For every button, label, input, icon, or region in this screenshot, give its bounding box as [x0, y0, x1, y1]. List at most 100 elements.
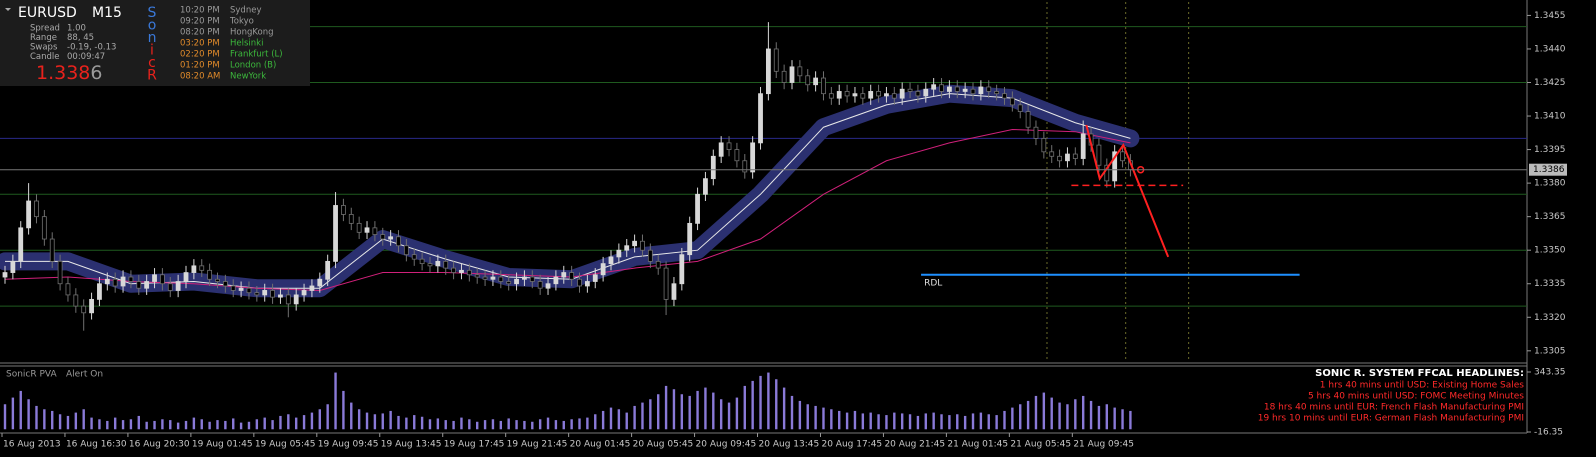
volume-bar: [704, 387, 707, 430]
info-value: 1.00: [67, 24, 86, 34]
volume-bar: [609, 407, 613, 430]
brand-letter: o: [148, 18, 157, 34]
alert-status: Alert On: [66, 370, 103, 380]
candle-body: [411, 254, 417, 260]
volume-bar: [208, 421, 211, 430]
y-tick-label: 1.3395: [1534, 145, 1566, 155]
candle-body: [836, 91, 842, 99]
candle-body: [529, 276, 535, 282]
volume-bar: [743, 385, 746, 430]
symbol: EURUSD: [18, 5, 77, 21]
x-tick-label: 16 Aug 20:30: [129, 440, 190, 450]
candle-body: [293, 294, 299, 305]
candle-body: [348, 214, 354, 224]
volume-bar: [121, 420, 125, 430]
volume-bar: [35, 405, 38, 430]
y-tick-label: 1.3410: [1534, 112, 1566, 122]
candle-body: [868, 91, 874, 99]
x-tick-label: 20 Aug 09:45: [696, 440, 757, 450]
candle-body: [356, 222, 362, 233]
volume-bar: [641, 402, 644, 430]
candle-body: [1065, 153, 1070, 162]
volume-bar: [594, 414, 597, 430]
candle-body: [1096, 144, 1102, 166]
brand-letter: R: [147, 68, 157, 84]
volume-bar: [51, 410, 54, 430]
candle-body: [183, 272, 189, 282]
candle-body: [765, 48, 771, 95]
headline: 5 hrs 40 mins until USD: FOMC Meeting Mi…: [1308, 392, 1524, 402]
volume-bar: [578, 418, 581, 430]
x-tick-label: 16 Aug 2013: [3, 440, 61, 450]
volume-bar: [775, 379, 778, 430]
volume-bar: [782, 387, 786, 430]
x-tick-label: 19 Aug 05:45: [255, 440, 316, 450]
candle-body: [388, 236, 394, 240]
volume-bar: [389, 410, 392, 430]
volume-bar: [452, 420, 455, 430]
volume-bar: [66, 415, 70, 430]
candle-body: [49, 238, 55, 262]
x-tick-label: 20 Aug 17:45: [821, 440, 882, 450]
candle-body: [647, 249, 653, 262]
volume-bar: [19, 390, 22, 430]
y-tick-label: 1.3455: [1534, 11, 1566, 21]
candle-body: [1112, 151, 1118, 182]
candle-body: [396, 236, 401, 247]
candle-body: [144, 281, 150, 289]
candle-body: [663, 267, 669, 300]
x-tick-label: 20 Aug 01:45: [570, 440, 631, 450]
info-value: -0.19, -0.13: [67, 43, 116, 53]
candle-body: [506, 281, 512, 285]
candle-body: [254, 292, 260, 296]
volume-bar: [916, 415, 920, 430]
volume-bar: [232, 418, 235, 430]
candle-body: [828, 93, 834, 99]
candle-body: [1025, 111, 1031, 128]
info-value: 88, 45: [67, 33, 94, 43]
candle-body: [443, 260, 449, 269]
volume-bar: [531, 421, 534, 430]
volume-bar: [137, 415, 140, 430]
volume-bar: [853, 410, 857, 430]
candle-body: [891, 93, 897, 99]
volume-bar: [58, 414, 62, 430]
volume-bar: [806, 404, 809, 430]
candle-body: [175, 281, 181, 291]
volume-bar: [940, 414, 943, 430]
candle-body: [522, 276, 527, 280]
session-time: 08:20 PM: [180, 28, 220, 38]
volume-bar: [294, 417, 298, 430]
volume-bar: [460, 417, 463, 430]
volume-bar: [318, 409, 321, 430]
candle-body: [679, 254, 685, 285]
info-panel-bg: [0, 0, 310, 86]
candle-body: [584, 281, 590, 287]
session-time: 08:20 AM: [180, 72, 220, 82]
candle-body: [285, 294, 291, 305]
candle-body: [104, 278, 110, 285]
candle-body: [459, 269, 464, 273]
session-city: NewYork: [230, 72, 266, 82]
headline: 19 hrs 10 mins until EUR: German Flash M…: [1258, 414, 1524, 424]
volume-bar: [476, 421, 479, 430]
candle-body: [986, 86, 992, 92]
candle-body: [41, 216, 47, 240]
volume-bar: [279, 415, 282, 430]
volume-bar: [838, 410, 841, 430]
volume-bar: [735, 397, 739, 430]
candle-body: [726, 142, 732, 150]
x-tick-label: 21 Aug 01:45: [947, 440, 1008, 450]
info-label: Candle: [30, 52, 60, 62]
candle-body: [695, 193, 700, 224]
volume-bar: [625, 412, 628, 430]
x-tick-label: 21 Aug 09:45: [1073, 440, 1134, 450]
candle-body: [915, 91, 921, 97]
volume-bar: [499, 420, 503, 430]
candle-body: [278, 294, 283, 298]
volume-bar: [1066, 404, 1069, 430]
x-tick-label: 19 Aug 17:45: [444, 440, 505, 450]
volume-bar: [893, 412, 896, 430]
candle-body: [632, 240, 637, 247]
